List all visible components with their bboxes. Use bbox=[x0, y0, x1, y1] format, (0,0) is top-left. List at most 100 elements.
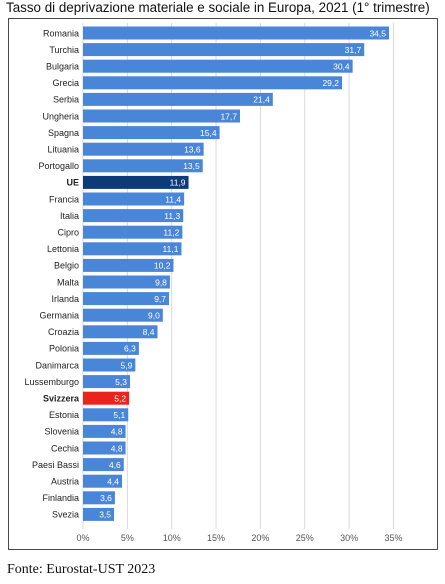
data-label: 9,8 bbox=[155, 277, 167, 287]
bar bbox=[83, 375, 131, 389]
data-label: 5,9 bbox=[121, 360, 133, 370]
bar bbox=[83, 292, 170, 306]
x-tick-label: 30% bbox=[340, 533, 358, 543]
bar bbox=[83, 209, 184, 223]
bar bbox=[83, 408, 129, 422]
category-label: Portogallo bbox=[38, 161, 79, 171]
bar-chart: 0% 5% 10% 15% 20% 25% 30% 35% Romania 34,5 Turchia… bbox=[24, 23, 402, 543]
category-label: Finlandia bbox=[42, 493, 79, 503]
data-label: 5,2 bbox=[114, 394, 126, 404]
bar bbox=[83, 92, 273, 106]
bar bbox=[83, 325, 158, 339]
category-label: Spagna bbox=[48, 128, 79, 138]
bar bbox=[83, 175, 189, 189]
data-label: 13,5 bbox=[183, 161, 200, 171]
data-label: 4,6 bbox=[109, 460, 121, 470]
bar bbox=[83, 76, 343, 90]
category-label: Bulgaria bbox=[46, 62, 79, 72]
data-label: 5,3 bbox=[115, 377, 127, 387]
bar bbox=[83, 458, 124, 472]
x-tick-label: 20% bbox=[251, 533, 269, 543]
category-label: Danimarca bbox=[35, 360, 79, 370]
category-label: Paesi Bassi bbox=[32, 460, 79, 470]
category-label: Malta bbox=[57, 277, 79, 287]
category-label: Ungheria bbox=[42, 111, 79, 121]
data-label: 3,5 bbox=[99, 510, 111, 520]
bar bbox=[83, 126, 220, 140]
x-tick-label: 25% bbox=[296, 533, 314, 543]
category-label: Germania bbox=[39, 311, 79, 321]
data-label: 4,8 bbox=[111, 427, 123, 437]
category-label: Lituania bbox=[47, 145, 79, 155]
category-label: Turchia bbox=[49, 45, 79, 55]
category-label: Lettonia bbox=[47, 244, 79, 254]
category-label: Serbia bbox=[53, 95, 79, 105]
category-label: Francia bbox=[49, 194, 79, 204]
data-label: 31,7 bbox=[345, 45, 362, 55]
data-label: 9,0 bbox=[148, 311, 160, 321]
data-label: 11,3 bbox=[164, 211, 180, 221]
category-label: Romania bbox=[43, 28, 79, 38]
category-label: Belgio bbox=[54, 261, 79, 271]
bar bbox=[83, 441, 126, 455]
bar bbox=[83, 358, 136, 372]
category-label: UE bbox=[66, 178, 79, 188]
bar bbox=[83, 142, 204, 156]
data-label: 11,4 bbox=[165, 194, 181, 204]
data-label: 30,4 bbox=[333, 62, 350, 72]
category-label: Lussemburgo bbox=[24, 377, 79, 387]
category-label: Slovenia bbox=[44, 427, 79, 437]
data-label: 11,1 bbox=[163, 244, 179, 254]
data-label: 11,9 bbox=[170, 178, 186, 188]
category-label: Svezia bbox=[52, 510, 79, 520]
category-label: Svizzera bbox=[43, 394, 80, 404]
data-label: 15,4 bbox=[200, 128, 217, 138]
data-label: 3,6 bbox=[100, 493, 112, 503]
category-label: Polonia bbox=[49, 344, 79, 354]
data-label: 29,2 bbox=[322, 78, 339, 88]
category-label: Grecia bbox=[52, 78, 79, 88]
category-label: Cechia bbox=[51, 443, 79, 453]
category-label: Croazia bbox=[48, 327, 79, 337]
data-label: 34,5 bbox=[369, 28, 386, 38]
source-note: Fonte: Eurostat-UST 2023 bbox=[7, 562, 156, 577]
data-label: 4,4 bbox=[107, 477, 119, 487]
data-label: 10,2 bbox=[154, 261, 171, 271]
bar bbox=[83, 507, 115, 521]
x-tick-label: 5% bbox=[121, 533, 134, 543]
bar bbox=[83, 341, 139, 355]
chart-title: Tasso di deprivazione materiale e social… bbox=[6, 0, 430, 15]
bar bbox=[83, 26, 390, 40]
data-label: 11,2 bbox=[163, 228, 179, 238]
data-label: 13,6 bbox=[184, 145, 201, 155]
category-label: Cipro bbox=[57, 228, 79, 238]
bar bbox=[83, 308, 163, 322]
data-label: 17,7 bbox=[220, 111, 237, 121]
bar bbox=[83, 159, 203, 173]
chart-frame: 0% 5% 10% 15% 20% 25% 30% 35% Romania 34,5 Turchia… bbox=[8, 18, 438, 550]
bar bbox=[83, 391, 130, 405]
data-label: 21,4 bbox=[253, 95, 270, 105]
category-label: Italia bbox=[60, 211, 79, 221]
data-label: 9,7 bbox=[154, 294, 166, 304]
bar bbox=[83, 242, 182, 256]
data-label: 8,4 bbox=[143, 327, 155, 337]
bar bbox=[83, 59, 353, 73]
bar bbox=[83, 491, 115, 505]
category-label: Estonia bbox=[49, 410, 79, 420]
bar bbox=[83, 258, 174, 272]
bar bbox=[83, 109, 240, 123]
x-tick-label: 0% bbox=[76, 533, 89, 543]
bar bbox=[83, 192, 185, 206]
x-tick-label: 10% bbox=[163, 533, 181, 543]
x-tick-label: 15% bbox=[207, 533, 225, 543]
bar bbox=[83, 225, 183, 239]
category-label: Austria bbox=[51, 477, 79, 487]
bar bbox=[83, 275, 170, 289]
data-label: 6,3 bbox=[124, 344, 136, 354]
x-tick-label: 35% bbox=[384, 533, 402, 543]
data-label: 4,8 bbox=[111, 443, 123, 453]
bar bbox=[83, 424, 126, 438]
bar bbox=[83, 474, 123, 488]
data-label: 5,1 bbox=[113, 410, 125, 420]
